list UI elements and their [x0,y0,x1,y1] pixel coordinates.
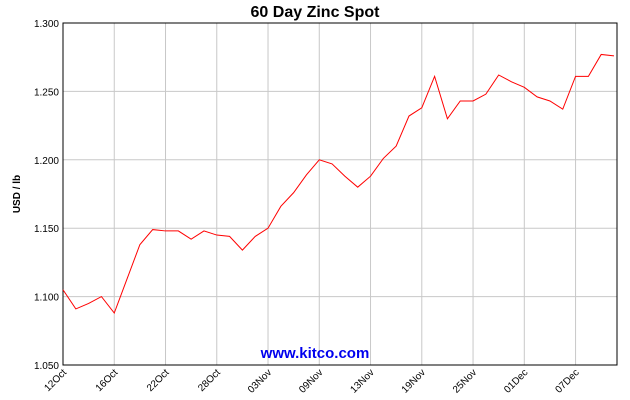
y-tick-label: 1.300 [34,19,59,30]
y-tick-label: 1.100 [34,293,59,304]
data-line [62,53,615,315]
y-tick-label: 1.150 [34,224,59,235]
watermark: www.kitco.com [260,345,370,362]
y-axis-label: USD / lb [12,175,23,213]
chart-title: 60 Day Zinc Spot [251,4,381,21]
plot-frame [62,22,618,366]
y-tick-label: 1.200 [34,156,59,167]
y-tick-label: 1.050 [34,361,59,372]
y-tick-label: 1.250 [34,87,59,98]
